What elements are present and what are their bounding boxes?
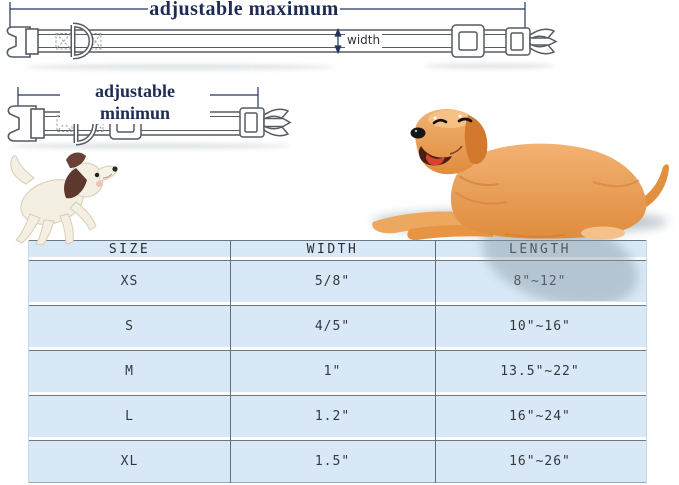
puppy-body (20, 179, 84, 225)
size-value: M (125, 364, 134, 379)
tri-glide-slider (451, 24, 485, 58)
table-row-m: M 1" 13.5"~22" (29, 350, 646, 392)
size-value: S (125, 319, 134, 334)
width-dimension-label: width (345, 33, 383, 48)
buckle-female (7, 105, 45, 142)
column-divider (230, 240, 231, 483)
dog-front-legs (372, 211, 497, 234)
size-table: SIZE WIDTH LENGTH XS 5/8" 8"~12" S 4/5" … (28, 240, 647, 483)
length-value: 16"~26" (509, 454, 571, 469)
width-value: 1" (323, 364, 342, 379)
puppy-nose (112, 166, 118, 172)
collar-maximum-diagram (6, 2, 558, 60)
buckle-male (239, 107, 292, 138)
length-value: 13.5"~22" (500, 364, 580, 379)
width-value: 5/8" (314, 274, 351, 289)
puppy-muzzle (97, 165, 118, 182)
puppy-mouth (102, 173, 113, 179)
puppy-cheek (96, 181, 102, 187)
width-value: 4/5" (314, 319, 351, 334)
width-arrow (334, 27, 342, 55)
width-column-header: WIDTH (306, 241, 359, 257)
length-value: 8"~12" (513, 274, 567, 289)
column-divider (435, 240, 436, 483)
adjustable-minimum-label: adjustable minimun (60, 80, 210, 124)
puppy-ear-flap (64, 168, 87, 199)
puppy-hind-leg (15, 213, 41, 244)
puppy-head (68, 162, 104, 198)
width-value: 1.2" (314, 409, 351, 424)
table-row-s: S 4/5" 10"~16" (29, 305, 646, 347)
d-ring (70, 22, 94, 60)
size-column-header: SIZE (108, 241, 151, 257)
strap (29, 29, 513, 53)
small-dog-illustration (10, 152, 118, 246)
size-value: XL (120, 454, 139, 469)
width-value: 1.5" (314, 454, 351, 469)
size-value: L (125, 409, 134, 424)
table-row-xl: XL 1.5" 16"~26" (29, 440, 646, 483)
dog-tail (623, 164, 669, 214)
length-value: 10"~16" (509, 319, 571, 334)
puppy-eye (94, 172, 100, 178)
adjustable-maximum-label: adjustable maximum (148, 0, 340, 21)
puppy-front-leg (69, 201, 97, 231)
buckle-female (6, 26, 39, 58)
size-value: XS (120, 274, 139, 289)
buckle-male (505, 27, 558, 56)
length-column-header: LENGTH (509, 241, 571, 257)
collar-diagrams (6, 2, 558, 149)
table-row-xs: XS 5/8" 8"~12" (29, 260, 646, 302)
dog-front-legs (407, 224, 495, 241)
dog-paw (581, 226, 625, 240)
table-row-l: L 1.2" 16"~24" (29, 395, 646, 437)
length-value: 16"~24" (509, 409, 571, 424)
size-table-header-row: SIZE WIDTH LENGTH (29, 240, 646, 257)
